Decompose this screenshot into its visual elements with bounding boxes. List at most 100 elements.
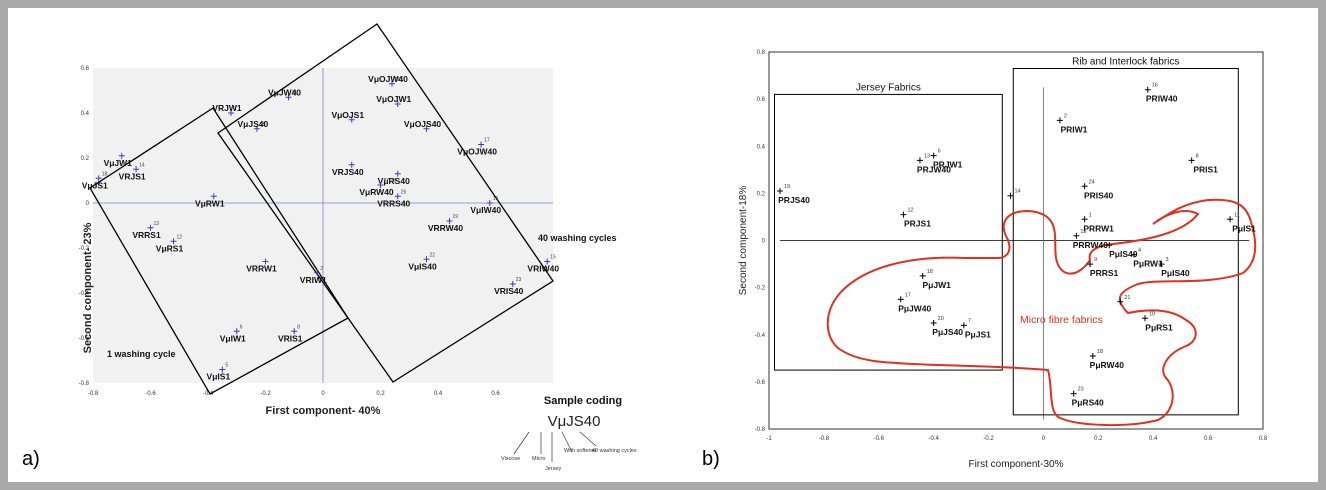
point-label-a: VμJW1: [104, 158, 133, 168]
point-number-a: 14: [139, 162, 145, 168]
point-label-a: VμIS1: [207, 372, 231, 382]
point-number-b: 15: [1080, 229, 1086, 235]
data-point-b: [900, 211, 907, 218]
data-point-a: [446, 218, 453, 224]
data-point-b: [1007, 192, 1014, 199]
data-point-b: [916, 157, 923, 164]
data-point-b: [1117, 298, 1124, 305]
chart-b: -1 -0.8 -0.6 -0.4 -0.2 0 0.2 0.4 0.6 0.80.80.60.4…: [738, 50, 1268, 470]
point-label-a: VμOJS1: [331, 110, 364, 120]
point-number-b: 20: [938, 316, 944, 322]
point-number-a: 19: [453, 214, 459, 220]
data-point-b: [1070, 390, 1077, 397]
x-tick-label-b: 0: [1042, 436, 1046, 442]
point-number-b: 7: [968, 318, 971, 324]
group-box-1-cycle: [89, 107, 349, 395]
data-point-a: [394, 101, 401, 107]
point-label-a: VRRS1: [132, 230, 161, 240]
point-label-a: VRJS40: [332, 167, 364, 177]
data-point-a: [486, 200, 493, 206]
point-label-a: VμIW40: [470, 205, 501, 215]
y-axis-title-a: Second component- 23%: [82, 222, 94, 353]
point-number-a: 12: [177, 234, 183, 240]
y-axis-title-b: Second component-18%: [738, 186, 749, 296]
data-point-b: [776, 188, 783, 195]
coding-label-softener: With softener: [564, 448, 597, 454]
point-label-b: PRIS1: [1193, 164, 1218, 174]
data-point-a: [348, 116, 355, 123]
y-tick-label-a: 0.6: [81, 66, 90, 72]
data-point-a: [170, 238, 177, 245]
point-number-a: 22: [430, 252, 436, 258]
y-tick-label-a: -0.2: [79, 246, 90, 252]
data-point-a: [285, 94, 292, 101]
group-label-1-cycle: 1 washing cycle: [107, 349, 176, 359]
point-number-a: 30: [395, 77, 401, 83]
data-point-a: [118, 152, 125, 159]
data-point-a: [210, 193, 217, 200]
data-point-a: [544, 258, 551, 265]
point-label-a: VRRS40: [377, 198, 410, 208]
y-tick-label-a: 0: [86, 201, 90, 207]
data-point-b: [930, 319, 937, 326]
y-tick-label-b: 0: [762, 239, 766, 245]
data-point-b: [897, 296, 904, 303]
point-label-a: VRJW1: [212, 103, 242, 113]
point-number-a: 5: [225, 363, 228, 369]
point-label-b: PμRW1: [1133, 259, 1163, 269]
point-label-b: PRIW40: [1146, 94, 1178, 104]
point-label-b: PRJW1: [933, 160, 963, 170]
point-label-b: PRIW1: [1060, 124, 1087, 134]
point-label-b: PRRW1: [1083, 223, 1114, 233]
x-tick-label-a: -0.4: [203, 391, 214, 397]
data-point-b: [1089, 352, 1096, 359]
rib-interlock-box: [1012, 67, 1239, 416]
point-number-b: 21: [1124, 295, 1130, 301]
point-label-a: VμRW40: [359, 187, 394, 197]
x-tick-label-b: -1: [766, 436, 772, 442]
data-point-a: [233, 328, 240, 335]
point-number-a: 17: [484, 138, 490, 144]
point-label-b: PRIS40: [1084, 190, 1114, 200]
point-label-b: PμJW1: [923, 280, 952, 290]
x-tick-label-b: -0.4: [928, 436, 939, 442]
point-label-b: PμJS40: [932, 327, 963, 337]
rib-box-title: Rib and Interlock fabrics: [1072, 56, 1179, 67]
x-axis-title-b: First component-30%: [968, 459, 1063, 470]
y-tick-label-b: 0.4: [757, 144, 766, 150]
micro-fibre-region: [826, 198, 1257, 427]
point-label-a: VμJS40: [238, 119, 269, 129]
coding-label-micro: Micro: [532, 456, 545, 462]
x-tick-label-b: 0.8: [1259, 436, 1268, 442]
y-tick-label-a: 0.2: [81, 156, 90, 162]
jersey-box: [773, 93, 1003, 371]
coding-arrow: [513, 431, 530, 455]
x-tick-label-b: -0.6: [874, 436, 885, 442]
x-tick-label-a: -0.6: [145, 391, 156, 397]
point-number-a: 2: [320, 266, 323, 272]
point-number-b: 23: [1078, 387, 1084, 393]
data-point-a: [394, 193, 401, 200]
data-point-b: [960, 322, 967, 329]
y-tick-label-a: -0.8: [79, 381, 90, 387]
data-point-b: [1073, 232, 1080, 239]
data-point-a: [291, 328, 298, 335]
x-tick-label-b: 0.6: [1204, 436, 1213, 442]
x-tick-label-a: -0.2: [260, 391, 271, 397]
point-label-b: PμRS1: [1145, 322, 1173, 332]
point-label-a: VμOJW40: [457, 147, 497, 157]
data-point-b: [919, 272, 926, 279]
point-number-a: 27 28: [384, 178, 397, 184]
data-point-b: [1227, 216, 1234, 223]
point-number-b: 4: [1138, 248, 1141, 254]
point-label-a: VμIS40: [408, 261, 437, 271]
point-label-a: VRIW40: [527, 264, 559, 274]
point-label-a: VμJS1: [82, 180, 108, 190]
point-label-b: PμIS40: [1109, 249, 1138, 259]
x-axis-title-a: First component- 40%: [266, 405, 381, 417]
point-number-b: 2: [1064, 113, 1067, 119]
data-point-b: [1144, 86, 1151, 93]
point-label-b: PμJW40: [898, 303, 931, 313]
data-point-a: [423, 125, 430, 132]
y-tick-label-b: 0.6: [757, 97, 766, 103]
